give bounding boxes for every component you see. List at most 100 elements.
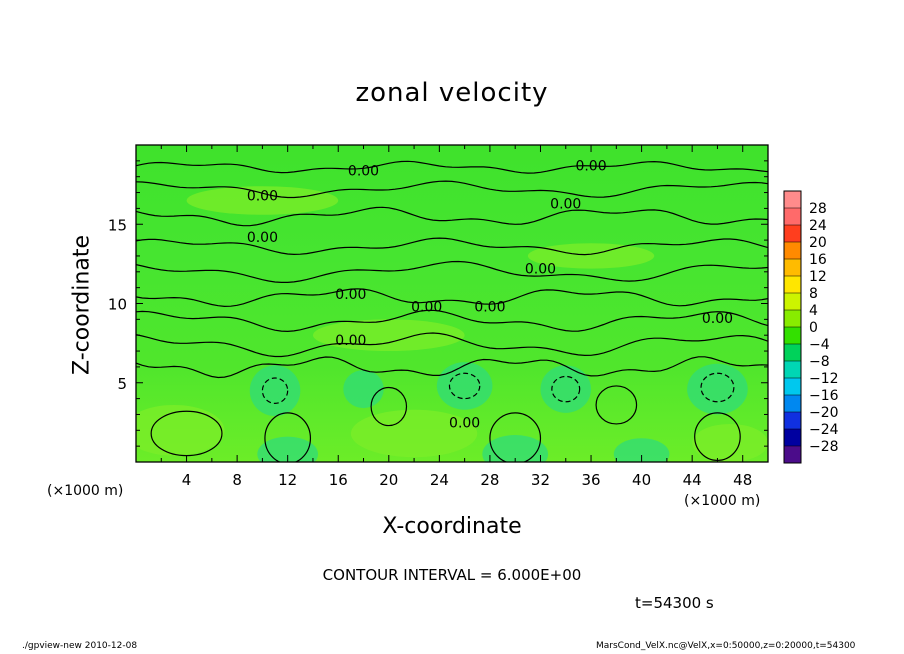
colorbar-segment <box>784 378 801 396</box>
contour-label: 0.00 <box>335 333 366 349</box>
colorbar-label: −20 <box>809 405 839 421</box>
colorbar-segment <box>784 208 801 226</box>
contour-label: 0.00 <box>411 300 442 316</box>
x-tick-label: 4 <box>182 471 192 489</box>
x-tick-label: 12 <box>278 471 297 489</box>
field-shading <box>482 435 549 462</box>
contour-line <box>136 309 768 333</box>
x-axis-unit: (×1000 m) <box>684 493 761 509</box>
field-shading <box>257 436 319 462</box>
field-shading <box>692 423 768 462</box>
contour-line <box>136 332 768 358</box>
x-tick-label: 32 <box>531 471 550 489</box>
x-tick-label: 40 <box>632 471 651 489</box>
y-tick-label: 15 <box>108 216 127 234</box>
footer-right: MarsCond_VelX.nc@VelX,x=0:50000,z=0:2000… <box>596 641 856 651</box>
y-tick-label: 5 <box>117 375 127 393</box>
x-tick-label: 44 <box>683 471 702 489</box>
x-tick-label: 24 <box>430 471 449 489</box>
colorbar-segment <box>784 191 801 209</box>
x-tick-label: 20 <box>379 471 398 489</box>
contour-dashed <box>551 375 581 403</box>
colorbar-label: −12 <box>809 371 839 387</box>
plot-area: 0.00 0.00 0.00 0.00 0.00 0.00 0.00 0.00 0.00 0.00… <box>108 144 769 489</box>
colorbar-label: −16 <box>809 388 839 404</box>
y-axis-label: Z-coordinate <box>69 235 95 375</box>
colorbar-segment <box>784 242 801 260</box>
x-tick-label: 28 <box>480 471 499 489</box>
field-shading <box>540 365 592 413</box>
contour-dashed <box>700 372 735 403</box>
colorbar-segment <box>784 276 801 294</box>
colorbar-segment <box>784 361 801 379</box>
contour-cell <box>489 412 542 462</box>
colorbar-segment <box>784 344 801 362</box>
colorbar-label: −28 <box>809 439 839 455</box>
field-shading <box>527 243 655 269</box>
chart-title: zonal velocity <box>355 78 549 108</box>
colorbar-label: 4 <box>809 303 818 319</box>
field-shading <box>343 370 384 409</box>
contour-cell <box>264 412 312 462</box>
colorbar-label: 8 <box>809 286 818 302</box>
x-tick-label: 36 <box>581 471 600 489</box>
field-shading <box>687 363 748 415</box>
contour-line <box>136 160 768 174</box>
colorbar-segment <box>784 429 801 447</box>
contour-label: 0.00 <box>474 300 505 316</box>
colorbar-label: −24 <box>809 422 839 438</box>
contour-label: 0.00 <box>575 159 606 175</box>
contour-label: 0.00 <box>525 262 556 278</box>
colorbar-label: 28 <box>809 201 827 217</box>
colorbar-segment <box>784 259 801 277</box>
y-tick-label: 10 <box>108 296 127 314</box>
time-stamp: t=54300 s <box>635 594 714 612</box>
contour-line <box>136 237 768 256</box>
field-shading <box>186 186 339 215</box>
x-axis-label: X-coordinate <box>382 514 522 539</box>
footer-left: ./gpview-new 2010-12-08 <box>22 641 138 651</box>
contour-label: 0.00 <box>348 163 379 179</box>
colorbar-label: 16 <box>809 252 827 268</box>
y-axis-unit: (×1000 m) <box>47 483 124 499</box>
contour-line <box>136 356 768 379</box>
contour-label: 0.00 <box>449 415 480 431</box>
contour-line <box>136 288 768 308</box>
contour-line <box>136 206 768 227</box>
colorbar-segment <box>784 293 801 311</box>
colorbar-label: 24 <box>809 218 827 234</box>
contour-label: 0.00 <box>247 230 278 246</box>
colorbar-label: −4 <box>809 337 830 353</box>
contour-interval-text: CONTOUR INTERVAL = 6.000E+00 <box>322 566 582 584</box>
contour-dashed <box>261 377 289 404</box>
colorbar-label: 12 <box>809 269 827 285</box>
colorbar-segment <box>784 327 801 345</box>
colorbar-segment <box>784 412 801 430</box>
field-shading <box>613 438 670 462</box>
colorbar-segment <box>784 310 801 328</box>
colorbar-label: 20 <box>809 235 827 251</box>
x-tick-label: 48 <box>733 471 752 489</box>
field-shading <box>436 362 493 410</box>
contour-label: 0.00 <box>550 197 581 213</box>
field-shading <box>136 404 225 456</box>
contour-line <box>136 180 768 199</box>
field-shading <box>249 365 301 417</box>
colorbar-segment <box>784 225 801 243</box>
colorbar-label: −8 <box>809 354 830 370</box>
contour-dashed <box>448 372 481 400</box>
contour-line <box>136 260 768 283</box>
colorbar-label: 0 <box>809 320 818 336</box>
colorbar-segment <box>784 395 801 413</box>
contour-label: 0.00 <box>702 311 733 327</box>
x-tick-label: 16 <box>329 471 348 489</box>
contour-label: 0.00 <box>247 189 278 205</box>
contour-label: 0.00 <box>335 287 366 303</box>
x-tick-label: 8 <box>232 471 242 489</box>
contour-cell <box>370 386 408 427</box>
contour-cell <box>595 385 638 425</box>
field-shading <box>350 409 478 458</box>
colorbar-segment <box>784 446 801 464</box>
